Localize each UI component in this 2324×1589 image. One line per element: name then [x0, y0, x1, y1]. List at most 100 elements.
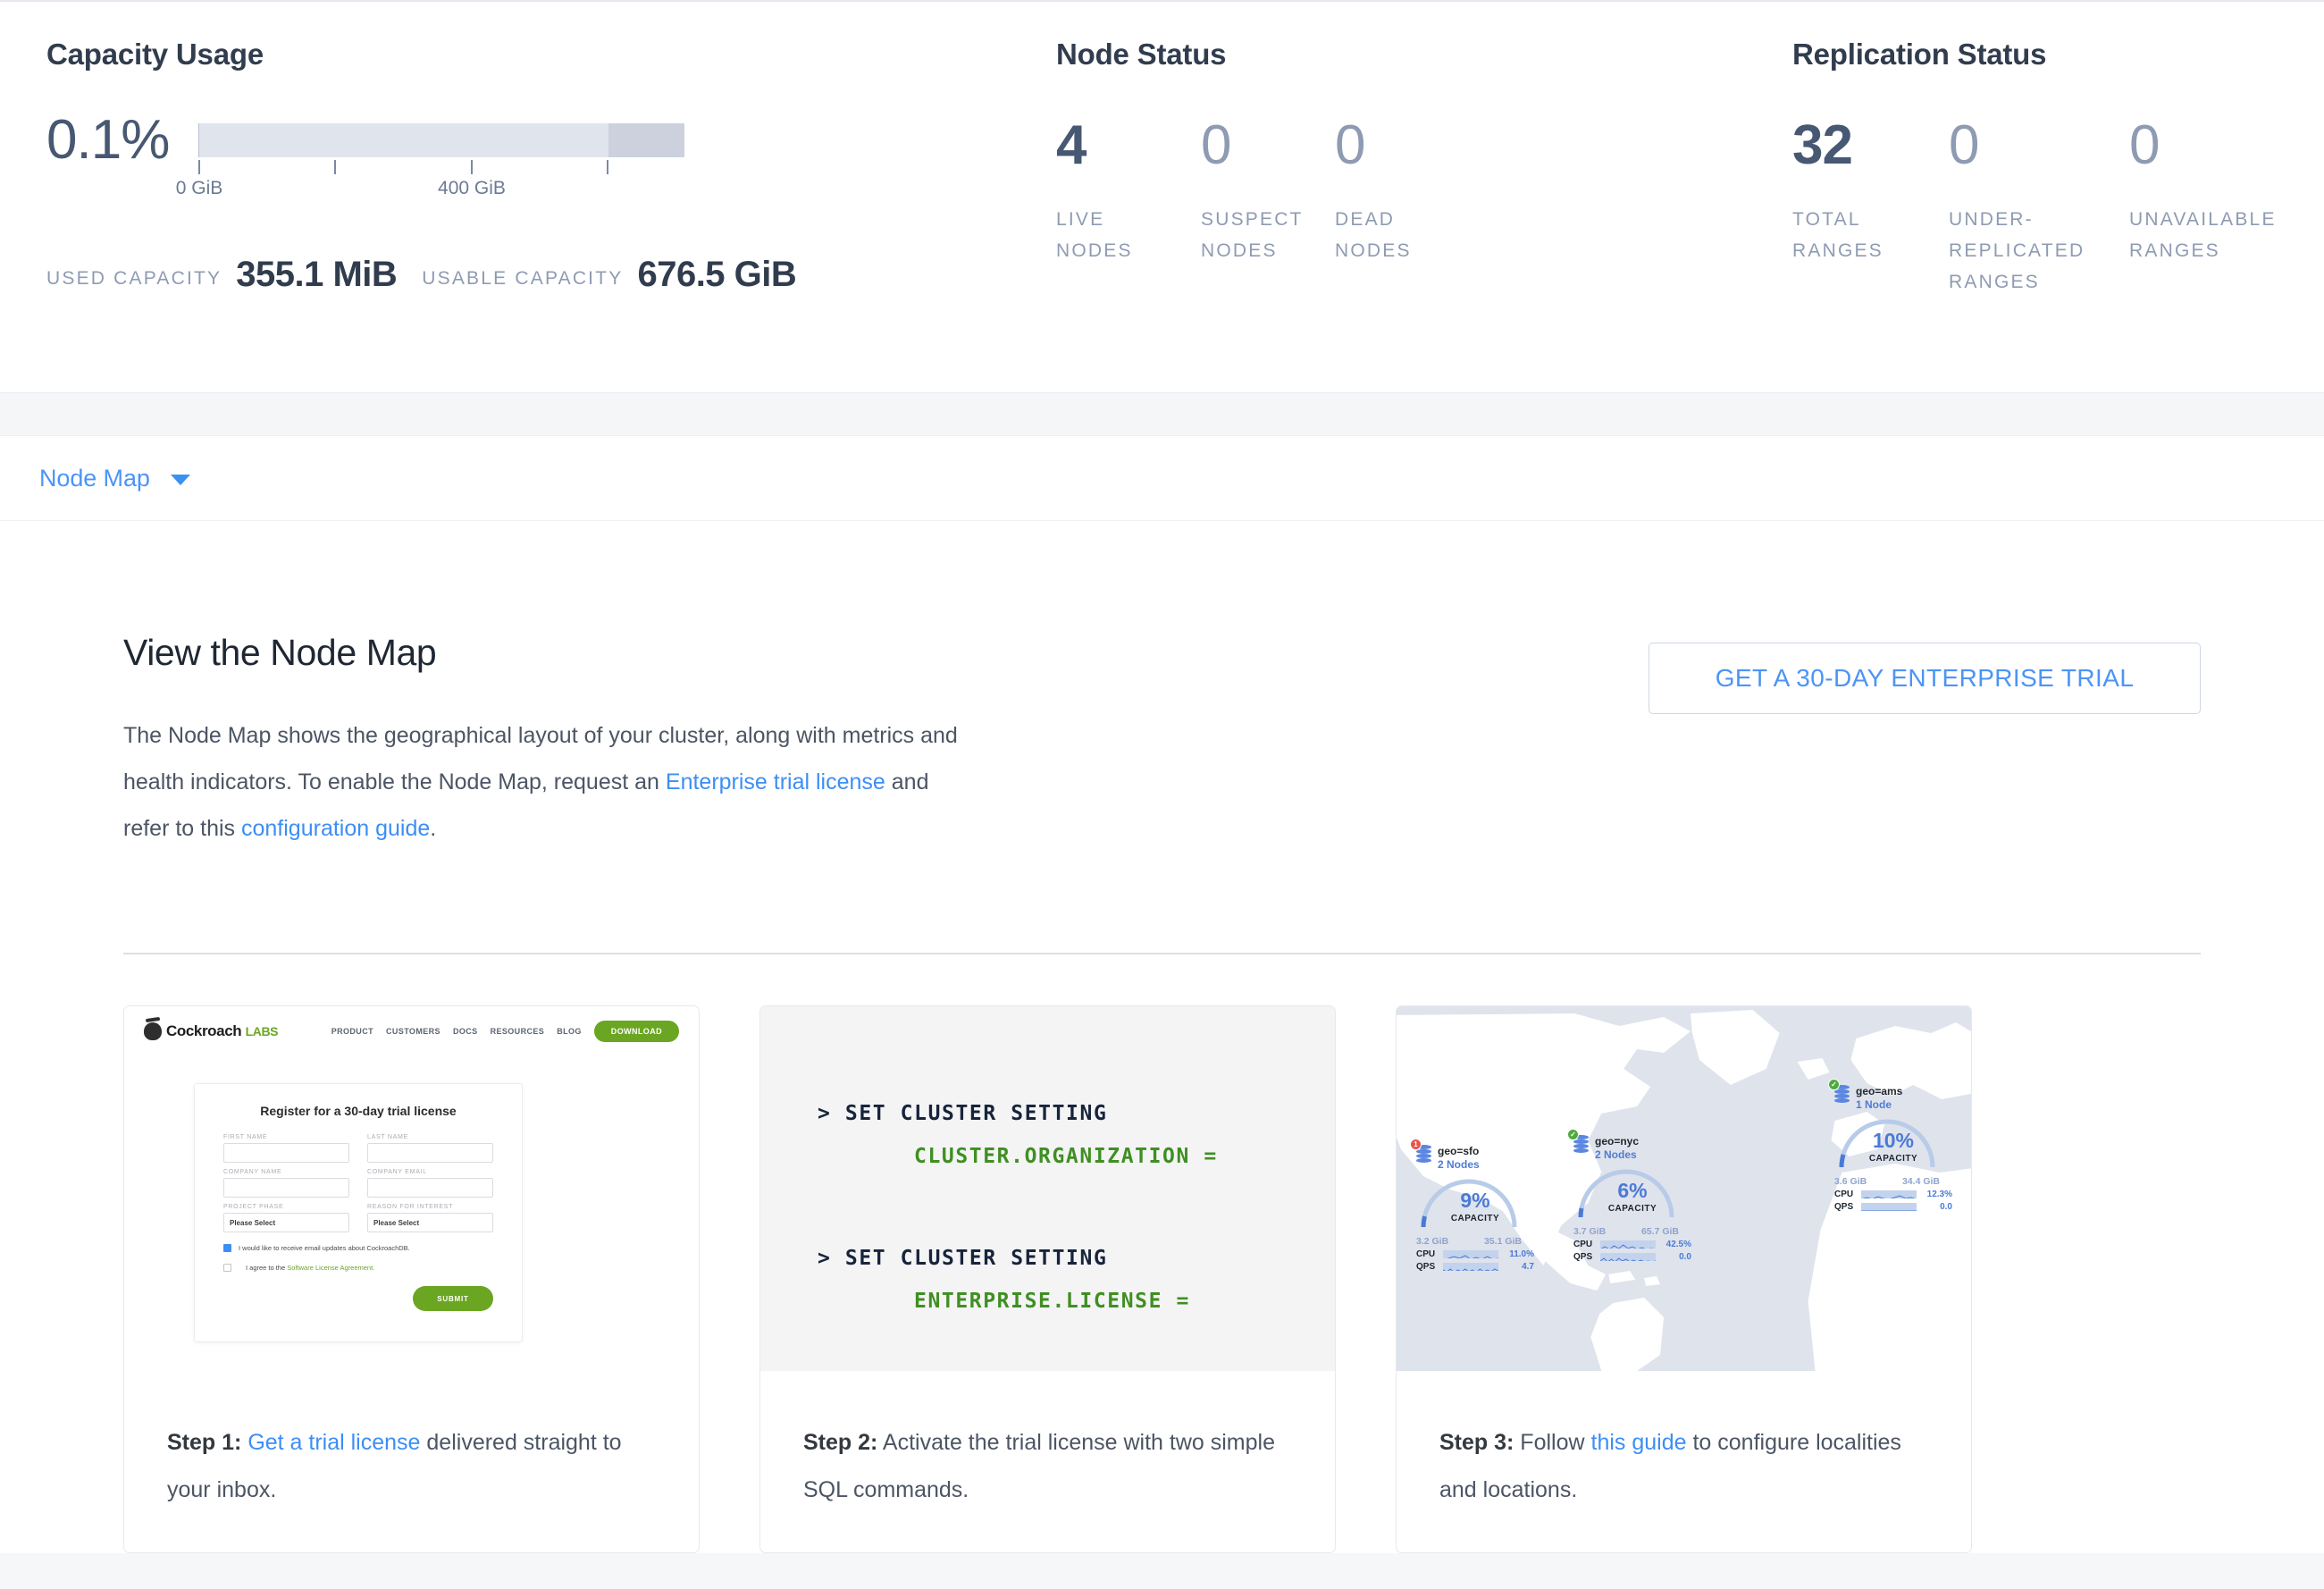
total-ranges-value: 32	[1792, 114, 1853, 176]
under-replicated-ranges-value: 0	[1949, 114, 1979, 176]
qps-label-sfo: QPS	[1416, 1262, 1436, 1272]
cpu-metric-nyc: CPU 42.5%	[1573, 1240, 1691, 1249]
under-replicated-ranges-stat: 0 UNDER- REPLICATED RANGES	[1949, 107, 2129, 292]
dead-nodes-value: 0	[1335, 114, 1365, 176]
form-title: Register for a 30-day trial license	[260, 1104, 457, 1118]
nav-docs: DOCS	[452, 1027, 478, 1036]
email-updates-checkbox	[223, 1244, 231, 1252]
license-agreement-checkbox	[223, 1264, 231, 1272]
thumb-nav-links: PRODUCT CUSTOMERS DOCS RESOURCES BLOG DO…	[331, 1021, 679, 1042]
reason-for-interest-label: REASON FOR INTEREST	[367, 1204, 454, 1210]
arc-shape	[1578, 1169, 1674, 1218]
this-guide-link[interactable]: this guide	[1590, 1430, 1687, 1455]
suspect-nodes-stat: 0 SUSPECT NODES	[1201, 107, 1335, 261]
license-agreement-label: I agree to the Software License Agreemen…	[239, 1264, 374, 1272]
nav-product: PRODUCT	[331, 1027, 373, 1036]
content-divider	[123, 953, 2201, 954]
cpu-label-ams: CPU	[1834, 1190, 1854, 1199]
cpu-value-nyc: 42.5%	[1665, 1240, 1691, 1249]
locality-geo-nyc: geo=nyc 2 Nodes 6% CAPACITY	[1567, 1129, 1691, 1262]
nav-resources: RESOURCES	[490, 1027, 545, 1036]
get-trial-license-link[interactable]: Get a trial license	[248, 1430, 421, 1455]
reason-for-interest-select: Please Select	[367, 1213, 493, 1232]
qps-label-nyc: QPS	[1573, 1252, 1593, 1262]
locality-header-ams: geo=ams 1 Node	[1828, 1079, 1952, 1112]
used-capacity-stat: USED CAPACITY 355.1 MiB	[46, 255, 398, 294]
steps-card-list: Cockroach LABS PRODUCT CUSTOMERS DOCS RE…	[123, 954, 2201, 1553]
total-ranges-label: TOTAL RANGES	[1792, 209, 1884, 261]
capacity-gauge: 0 GiB 400 GiB	[176, 123, 684, 201]
sql-command-2: > SET CLUSTER SETTING	[818, 1247, 1108, 1270]
brand-name: Cockroach LABS	[166, 1022, 279, 1040]
description-part-3: .	[430, 816, 437, 841]
company-name-input	[223, 1178, 349, 1198]
node-map-dropdown-label: Node Map	[39, 464, 150, 492]
locality-nodecount-nyc: 2 Nodes	[1595, 1148, 1637, 1161]
step-2-media: > SET CLUSTER SETTING CLUSTER.ORGANIZATI…	[760, 1006, 1335, 1371]
section-spacer	[0, 393, 2324, 435]
form-fields-grid: FIRST NAME LAST NAME COMPANY NAME	[223, 1134, 493, 1232]
usable-capacity-stat: USABLE CAPACITY 676.5 GiB	[422, 255, 796, 294]
brand-suffix: LABS	[245, 1024, 279, 1038]
form-field-company-email: COMPANY EMAIL	[367, 1169, 493, 1198]
dead-nodes-stat: 0 DEAD NODES	[1335, 107, 1480, 261]
step-1-card: Cockroach LABS PRODUCT CUSTOMERS DOCS RE…	[123, 1005, 700, 1553]
node-map-dropdown[interactable]: Node Map	[39, 465, 190, 492]
database-icon	[1828, 1079, 1850, 1103]
enterprise-trial-license-link[interactable]: Enterprise trial license	[665, 769, 885, 794]
capacity-usage-panel: Capacity Usage 0.1% 0 GiB 400 GiB	[0, 38, 1028, 392]
capacity-total-sfo: 35.1 GiB	[1483, 1236, 1522, 1247]
configuration-guide-link[interactable]: configuration guide	[241, 816, 431, 841]
step-1-text: delivered straight to your inbox.	[167, 1430, 622, 1502]
license-agreement-prefix: I agree to the	[246, 1264, 288, 1272]
locality-header-nyc: geo=nyc 2 Nodes	[1567, 1129, 1691, 1162]
capacity-percent-nyc: 6%	[1617, 1179, 1648, 1202]
last-name-input	[367, 1143, 493, 1163]
step-2-card: > SET CLUSTER SETTING CLUSTER.ORGANIZATI…	[759, 1005, 1336, 1553]
cpu-value-sfo: 11.0%	[1509, 1249, 1534, 1259]
capacity-total-ams: 34.4 GiB	[1901, 1176, 1940, 1187]
capacity-caption-ams: CAPACITY	[1868, 1154, 1918, 1164]
node-status-stats: 4 LIVE NODES 0 SUSPECT NODES 0 DEAD NODE…	[1056, 107, 1769, 261]
node-map-content: View the Node Map The Node Map shows the…	[0, 521, 2324, 1553]
capacity-axis-label-mid: 400 GiB	[438, 178, 506, 198]
download-button: DOWNLOAD	[593, 1021, 679, 1042]
capacity-used-sfo: 3.2 GiB	[1416, 1236, 1449, 1247]
summary-strip: Capacity Usage 0.1% 0 GiB 400 GiB	[0, 0, 2324, 393]
capacity-used-ams: 3.6 GiB	[1834, 1176, 1867, 1187]
unavailable-ranges-stat: 0 UNAVAILABLE RANGES	[2129, 107, 2286, 261]
cockroach-icon	[144, 1022, 162, 1040]
capacity-percent-sfo: 9%	[1460, 1189, 1490, 1212]
get-enterprise-trial-button[interactable]: GET A 30-DAY ENTERPRISE TRIAL	[1649, 643, 2201, 714]
capacity-percent: 0.1%	[46, 109, 170, 171]
company-name-label: COMPANY NAME	[223, 1169, 282, 1175]
cockroach-labs-logo: Cockroach LABS	[144, 1022, 279, 1040]
capacity-range-ams: 3.6 GiB 34.4 GiB	[1834, 1176, 1940, 1187]
live-nodes-stat: 4 LIVE NODES	[1056, 107, 1201, 261]
form-field-last-name: LAST NAME	[367, 1134, 493, 1163]
qps-metric-sfo: QPS 4.7	[1416, 1262, 1534, 1272]
last-name-label: LAST NAME	[367, 1134, 408, 1140]
qps-value-nyc: 0.0	[1679, 1252, 1691, 1262]
nav-blog: BLOG	[557, 1027, 582, 1036]
step-3-caption: Step 3: Follow this guide to configure l…	[1397, 1371, 1971, 1552]
qps-sparkline-sfo	[1443, 1263, 1498, 1271]
alert-badge-icon: 1	[1410, 1139, 1422, 1150]
live-nodes-label: LIVE NODES	[1056, 209, 1133, 261]
get-enterprise-trial-button-label: GET A 30-DAY ENTERPRISE TRIAL	[1715, 664, 2135, 692]
node-status-panel: Node Status 4 LIVE NODES 0 SUSPECT NODES…	[1028, 38, 1769, 392]
healthy-badge-icon	[1828, 1079, 1840, 1090]
license-agreement-link: Software License Agreement.	[287, 1264, 375, 1272]
usable-capacity-label: USABLE CAPACITY	[422, 268, 624, 289]
node-map-thumbnail: 1 geo=sfo 2 Nodes 9	[1397, 1006, 1971, 1371]
replication-status-title: Replication Status	[1792, 38, 2047, 71]
locality-name-ams: geo=ams 1 Node	[1856, 1085, 1902, 1112]
locality-label-ams: geo=ams	[1856, 1085, 1903, 1097]
capacity-range-nyc: 3.7 GiB 65.7 GiB	[1573, 1226, 1679, 1237]
suspect-nodes-label: SUSPECT NODES	[1201, 209, 1304, 261]
company-email-label: COMPANY EMAIL	[367, 1169, 427, 1175]
replication-status-stats: 32 TOTAL RANGES 0 UNDER- REPLICATED RANG…	[1792, 107, 2324, 292]
used-capacity-value: 355.1 MiB	[236, 255, 398, 294]
capacity-percent-ams: 10%	[1872, 1129, 1915, 1152]
cpu-sparkline-ams	[1861, 1190, 1917, 1198]
